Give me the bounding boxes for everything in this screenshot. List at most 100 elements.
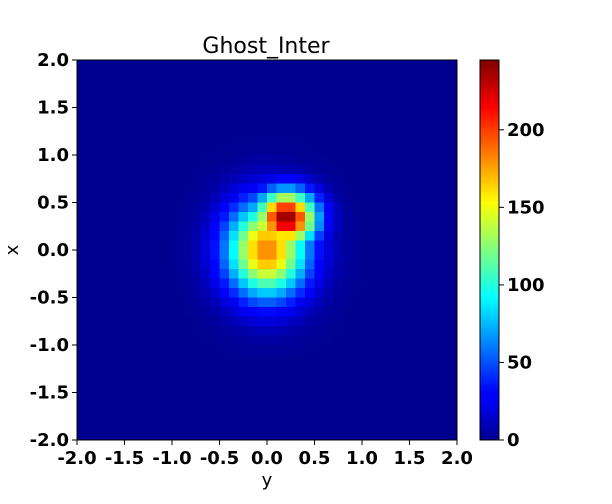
heatmap-cell bbox=[381, 117, 391, 127]
heatmap-cell bbox=[162, 126, 173, 137]
heatmap-cell bbox=[314, 164, 325, 175]
heatmap-cell bbox=[390, 278, 401, 289]
heatmap-cell bbox=[400, 183, 410, 194]
heatmap-cell bbox=[105, 345, 116, 355]
heatmap-cell bbox=[333, 373, 344, 384]
heatmap-cell bbox=[381, 98, 391, 108]
heatmap-cell bbox=[276, 326, 287, 336]
heatmap-cell bbox=[343, 316, 353, 327]
heatmap-cell bbox=[238, 98, 249, 108]
heatmap-cell bbox=[143, 307, 154, 317]
heatmap-cell bbox=[172, 98, 182, 108]
heatmap-cell bbox=[447, 240, 458, 251]
heatmap-cell bbox=[428, 60, 439, 70]
heatmap-cell bbox=[200, 278, 211, 289]
heatmap-cell bbox=[390, 221, 401, 232]
heatmap-cell bbox=[115, 174, 125, 184]
heatmap-cell bbox=[143, 126, 154, 137]
heatmap-cell bbox=[419, 402, 429, 412]
heatmap-cell bbox=[314, 364, 325, 374]
heatmap-cell bbox=[324, 411, 334, 422]
heatmap-cell bbox=[381, 155, 391, 165]
heatmap-cell bbox=[257, 231, 268, 241]
heatmap-cell bbox=[162, 269, 173, 279]
heatmap-cell bbox=[343, 326, 353, 336]
heatmap-cell bbox=[238, 326, 249, 336]
heatmap-cell bbox=[324, 402, 334, 412]
heatmap-cell bbox=[210, 411, 220, 422]
heatmap-cell bbox=[438, 174, 448, 184]
heatmap-cell bbox=[105, 117, 116, 127]
heatmap-cell bbox=[229, 402, 239, 412]
heatmap-cell bbox=[371, 240, 382, 251]
heatmap-cell bbox=[381, 316, 391, 327]
heatmap-cell bbox=[267, 269, 277, 279]
heatmap-cell bbox=[419, 297, 429, 308]
heatmap-cell bbox=[77, 117, 87, 127]
heatmap-cell bbox=[96, 164, 106, 175]
heatmap-cell bbox=[324, 240, 334, 251]
heatmap-cell bbox=[86, 202, 97, 213]
heatmap-cell bbox=[229, 259, 239, 270]
heatmap-cell bbox=[400, 354, 410, 365]
heatmap-cell bbox=[352, 335, 363, 346]
heatmap-cell bbox=[447, 174, 458, 184]
heatmap-cell bbox=[143, 136, 154, 146]
heatmap-cell bbox=[276, 335, 287, 346]
heatmap-cell bbox=[248, 145, 258, 156]
heatmap-cell bbox=[96, 307, 106, 317]
heatmap-cell bbox=[191, 174, 201, 184]
heatmap-cell bbox=[286, 288, 296, 298]
heatmap-cell bbox=[409, 60, 420, 70]
heatmap-cell bbox=[305, 411, 315, 422]
heatmap-cell bbox=[105, 411, 116, 422]
heatmap-cell bbox=[267, 297, 277, 308]
heatmap-cell bbox=[229, 383, 239, 393]
heatmap-cell bbox=[305, 79, 315, 89]
heatmap-cell bbox=[124, 411, 135, 422]
heatmap-cell bbox=[343, 126, 353, 137]
heatmap-cell bbox=[134, 269, 144, 279]
heatmap-cell bbox=[96, 316, 106, 327]
heatmap-cell bbox=[181, 183, 192, 194]
heatmap-cell bbox=[295, 88, 306, 99]
heatmap-cell bbox=[172, 392, 182, 403]
heatmap-cell bbox=[343, 354, 353, 365]
heatmap-cell bbox=[333, 174, 344, 184]
heatmap-cell bbox=[134, 193, 144, 203]
heatmap-cell bbox=[191, 364, 201, 374]
heatmap-cell bbox=[314, 60, 325, 70]
heatmap-cell bbox=[267, 231, 277, 241]
heatmap-cell bbox=[86, 345, 97, 355]
heatmap-cell bbox=[248, 392, 258, 403]
heatmap-cell bbox=[295, 60, 306, 70]
heatmap-cell bbox=[362, 421, 372, 431]
heatmap-cell bbox=[276, 364, 287, 374]
heatmap-cell bbox=[200, 183, 211, 194]
heatmap-cell bbox=[248, 202, 258, 213]
heatmap-cell bbox=[447, 373, 458, 384]
heatmap-cell bbox=[191, 316, 201, 327]
heatmap-cell bbox=[229, 221, 239, 232]
heatmap-cell bbox=[276, 392, 287, 403]
heatmap-cell bbox=[276, 288, 287, 298]
heatmap-cell bbox=[419, 250, 429, 260]
heatmap-cell bbox=[352, 145, 363, 156]
heatmap-cell bbox=[162, 117, 173, 127]
heatmap-cell bbox=[371, 392, 382, 403]
heatmap-cell bbox=[295, 193, 306, 203]
heatmap-cell bbox=[172, 183, 182, 194]
heatmap-cell bbox=[162, 164, 173, 175]
heatmap-cell bbox=[200, 345, 211, 355]
heatmap-cell bbox=[134, 174, 144, 184]
heatmap-cell bbox=[362, 107, 372, 118]
heatmap-cell bbox=[447, 69, 458, 80]
heatmap-cell bbox=[409, 202, 420, 213]
heatmap-cell bbox=[134, 364, 144, 374]
y-tick-label: -0.5 bbox=[30, 288, 69, 309]
heatmap-cell bbox=[276, 183, 287, 194]
heatmap-cell bbox=[96, 221, 106, 232]
heatmap-cell bbox=[447, 335, 458, 346]
heatmap-cell bbox=[267, 107, 277, 118]
heatmap-cell bbox=[181, 240, 192, 251]
